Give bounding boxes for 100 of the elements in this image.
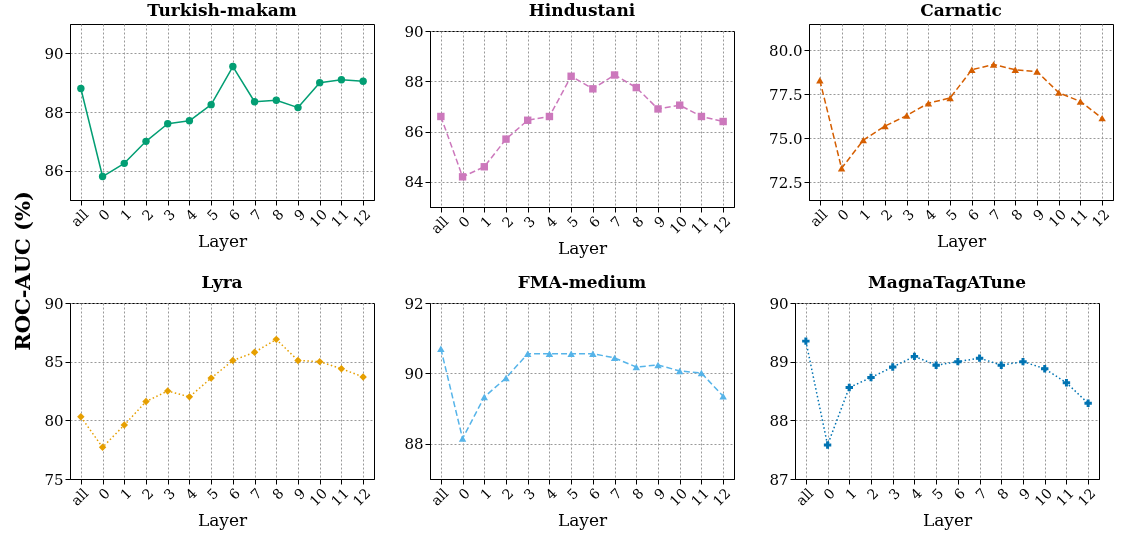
point bbox=[142, 397, 150, 406]
point bbox=[185, 117, 194, 125]
y-tick-label: 77.5 bbox=[769, 85, 803, 104]
x-axis-title: Layer bbox=[197, 510, 248, 530]
x-tick-label: 12 bbox=[349, 485, 374, 510]
point bbox=[337, 365, 346, 373]
point bbox=[889, 363, 897, 371]
x-tick-label: 6 bbox=[950, 485, 969, 503]
x-tick-label: 3 bbox=[885, 485, 904, 503]
point bbox=[910, 352, 919, 361]
x-axis-title: Layer bbox=[557, 238, 608, 258]
x-tick-label: all bbox=[67, 484, 92, 509]
point bbox=[589, 85, 597, 93]
point bbox=[997, 361, 1005, 369]
point bbox=[1019, 357, 1027, 366]
point bbox=[77, 413, 85, 421]
x-tick-label: 7 bbox=[247, 485, 265, 503]
x-tick-label: 8 bbox=[269, 206, 287, 224]
point bbox=[610, 71, 619, 79]
point bbox=[1041, 365, 1049, 373]
point bbox=[294, 356, 302, 365]
x-tick-label: 9 bbox=[290, 206, 309, 224]
x-tick-label: all bbox=[67, 205, 92, 230]
point bbox=[164, 387, 172, 395]
x-tick-label: 12 bbox=[1088, 206, 1113, 231]
x-tick-label: 8 bbox=[1008, 206, 1026, 224]
point bbox=[272, 96, 280, 104]
point bbox=[837, 165, 846, 172]
x-tick-label: 5 bbox=[203, 485, 222, 503]
x-axis-title: Layer bbox=[922, 510, 973, 530]
point bbox=[98, 172, 107, 181]
point bbox=[185, 393, 194, 401]
point bbox=[802, 337, 810, 345]
point bbox=[676, 367, 684, 375]
x-tick-label: all bbox=[427, 484, 452, 509]
point bbox=[968, 66, 976, 73]
x-tick-label: 2 bbox=[498, 485, 517, 503]
point bbox=[458, 173, 467, 181]
x-tick-label: 2 bbox=[138, 485, 157, 503]
x-tick-label: 6 bbox=[225, 206, 244, 224]
y-tick-label: 87 bbox=[769, 470, 789, 489]
y-tick-label: 88 bbox=[404, 72, 424, 91]
x-tick-label: 4 bbox=[921, 206, 939, 224]
point bbox=[823, 441, 832, 449]
x-tick-label: 2 bbox=[138, 206, 157, 224]
x-tick-label: 5 bbox=[563, 485, 582, 503]
y-tick-label: 90 bbox=[404, 364, 424, 383]
y-tick-label: 72.5 bbox=[769, 173, 803, 192]
x-tick-label: 2 bbox=[863, 485, 882, 503]
x-axis-title: Layer bbox=[197, 231, 248, 251]
point bbox=[524, 350, 532, 357]
x-tick-label: all bbox=[806, 205, 831, 230]
chart-title: FMA-medium bbox=[517, 272, 647, 292]
x-tick-label: 1 bbox=[477, 213, 495, 231]
point bbox=[954, 357, 962, 366]
point bbox=[567, 350, 575, 357]
x-tick-label: 1 bbox=[856, 206, 874, 224]
y-tick-label: 80.0 bbox=[769, 41, 803, 60]
y-tick-label: 88 bbox=[769, 411, 789, 430]
point bbox=[881, 122, 889, 130]
x-tick-label: 7 bbox=[607, 213, 625, 231]
x-tick-label: 4 bbox=[542, 213, 560, 231]
x-tick-label: 9 bbox=[290, 485, 309, 503]
x-tick-label: 0 bbox=[455, 485, 473, 503]
point bbox=[1062, 379, 1071, 387]
point bbox=[654, 105, 662, 113]
x-tick-label: 4 bbox=[182, 485, 200, 503]
x-tick-label: 0 bbox=[95, 485, 113, 503]
point bbox=[932, 361, 940, 369]
y-tick-label: 90 bbox=[404, 22, 424, 41]
point bbox=[502, 135, 510, 143]
point bbox=[316, 357, 324, 366]
y-tick-label: 89 bbox=[769, 353, 789, 372]
y-tick-label: 92 bbox=[404, 294, 424, 313]
point bbox=[164, 120, 172, 128]
y-tick-label: 88 bbox=[44, 103, 64, 122]
x-tick-label: 0 bbox=[455, 213, 473, 231]
point bbox=[1055, 89, 1063, 96]
x-tick-label: 3 bbox=[160, 485, 179, 503]
point bbox=[545, 350, 554, 357]
y-tick-label: 75 bbox=[44, 470, 64, 489]
x-tick-label: 6 bbox=[585, 213, 604, 231]
point bbox=[719, 117, 727, 126]
chart-title: Turkish-makam bbox=[147, 0, 297, 20]
y-tick-label: 86 bbox=[44, 162, 64, 181]
point bbox=[120, 159, 128, 168]
x-tick-label: 3 bbox=[520, 213, 539, 231]
y-tick-label: 84 bbox=[404, 173, 424, 192]
point bbox=[120, 421, 128, 429]
point bbox=[437, 112, 445, 121]
point bbox=[1076, 98, 1085, 105]
point bbox=[250, 98, 259, 106]
x-tick-label: 2 bbox=[498, 213, 517, 231]
point bbox=[610, 354, 619, 362]
y-tick-label: 86 bbox=[404, 123, 424, 142]
x-tick-label: 8 bbox=[994, 485, 1012, 503]
chart-title: MagnaTagATune bbox=[868, 272, 1027, 292]
y-tick-label: 80 bbox=[44, 411, 64, 430]
x-tick-label: 6 bbox=[964, 206, 983, 224]
chart-title: Lyra bbox=[201, 272, 243, 292]
